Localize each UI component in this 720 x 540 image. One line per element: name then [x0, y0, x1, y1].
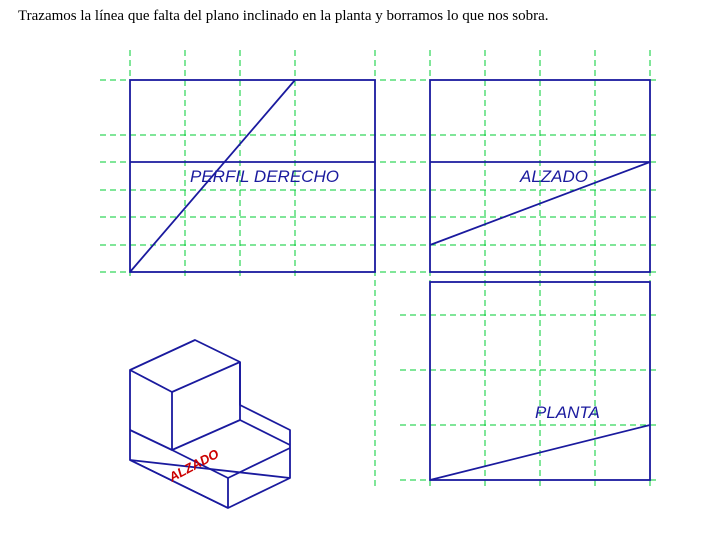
svg-text:PERFIL DERECHO: PERFIL DERECHO	[190, 167, 339, 186]
svg-text:PLANTA: PLANTA	[535, 403, 600, 422]
iso-layer	[130, 340, 290, 508]
technical-drawing: PERFIL DERECHOALZADOPLANTAALZADO	[100, 50, 660, 510]
svg-text:ALZADO: ALZADO	[519, 167, 588, 186]
labels-layer: PERFIL DERECHOALZADOPLANTAALZADO	[165, 167, 599, 485]
caption-text: Trazamos la línea que falta del plano in…	[18, 8, 549, 25]
drawing-svg: PERFIL DERECHOALZADOPLANTAALZADO	[100, 50, 660, 510]
grid-layer	[100, 50, 660, 490]
